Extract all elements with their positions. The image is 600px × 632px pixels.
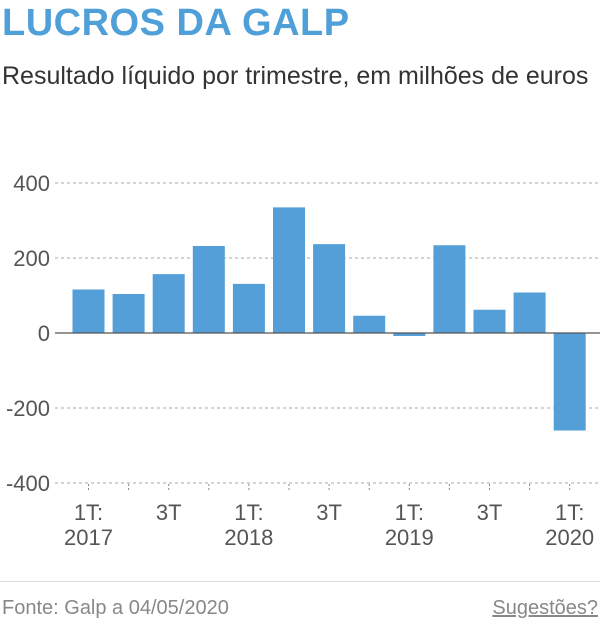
x-tick-label: 3T (156, 500, 182, 525)
x-tick-label: 3T (477, 500, 503, 525)
y-tick-label: -200 (6, 396, 50, 421)
source-note: Fonte: Galp a 04/05/2020 (2, 597, 229, 619)
x-tick-label-year: 2020 (545, 525, 594, 550)
chart-title: LUCROS DA GALP (2, 2, 350, 44)
x-tick-label-year: 2017 (64, 525, 113, 550)
y-tick-label: -400 (6, 471, 50, 496)
x-tick-label-year: 2019 (385, 525, 434, 550)
y-tick-label: 200 (13, 246, 50, 271)
x-tick-label: 1T: (395, 500, 424, 525)
footer-divider (0, 581, 600, 582)
bar (72, 289, 105, 333)
bar (553, 333, 586, 431)
chart-subtitle: Resultado líquido por trimestre, em milh… (2, 62, 589, 90)
suggestions-link[interactable]: Sugestões? (492, 597, 598, 619)
bar (313, 244, 346, 333)
x-tick-label: 1T: (234, 500, 263, 525)
bar (112, 294, 145, 333)
bar (513, 292, 546, 333)
bar (473, 309, 506, 333)
bar (433, 245, 466, 333)
bar (353, 315, 386, 333)
bar (273, 207, 305, 333)
x-tick-label-year: 2018 (224, 525, 273, 550)
bar (192, 246, 225, 333)
y-tick-label: 400 (13, 171, 50, 196)
x-tick-label: 3T (316, 500, 342, 525)
bar (152, 274, 185, 333)
bar (393, 333, 426, 336)
bar (232, 283, 265, 333)
y-tick-label: 0 (38, 321, 50, 346)
x-tick-label: 1T: (74, 500, 103, 525)
x-tick-label: 1T: (555, 500, 584, 525)
